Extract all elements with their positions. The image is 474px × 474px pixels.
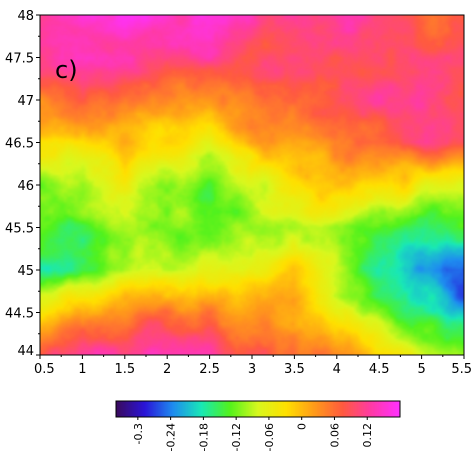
y-tick-label: 44: [17, 344, 34, 359]
plot-area: [40, 15, 464, 355]
y-tick-label: 47: [17, 94, 34, 109]
x-tick-label: 3: [248, 362, 256, 377]
colorbar-tick-label: -0.24: [165, 423, 178, 451]
x-tick-label: 5: [417, 362, 425, 377]
colorbar-tick-label: 0.06: [328, 423, 341, 448]
x-tick-label: 3.5: [284, 362, 305, 377]
y-tick-label: 45: [17, 264, 34, 279]
colorbar-frame: [115, 400, 401, 418]
y-tick-label: 48: [17, 9, 34, 24]
colorbar-tick-label: 0: [296, 423, 309, 430]
colorbar-tick-label: -0.18: [197, 423, 210, 451]
colorbar: -0.3 -0.24 -0.18 -0.12 -0.06 0 0.06 0.12: [115, 400, 401, 451]
x-axis: 0.5 1 1.5 2 2.5 3 3.5 4 4.5 5 5.5: [34, 355, 472, 377]
x-tick-label: 1.5: [114, 362, 135, 377]
y-tick-label: 44.5: [5, 307, 34, 322]
x-tick-label: 0.5: [34, 362, 55, 377]
x-tick-label: 4: [333, 362, 341, 377]
panel-label: c): [55, 56, 78, 84]
colorbar-gradient: [116, 401, 400, 417]
x-tick-label: 5.5: [451, 362, 472, 377]
y-axis: 44 44.5 45 45.5 46 46.5 47 47.5 48: [5, 9, 40, 359]
y-tick-label: 45.5: [5, 222, 34, 237]
x-tick-label: 4.5: [369, 362, 390, 377]
colorbar-tick-label: 0.12: [361, 423, 374, 448]
y-tick-label: 46.5: [5, 137, 34, 152]
colorbar-ticks: -0.3 -0.24 -0.18 -0.12 -0.06 0 0.06 0.12: [132, 417, 374, 451]
y-tick-label: 46: [17, 179, 34, 194]
colorbar-tick-label: -0.06: [263, 423, 276, 451]
x-tick-label: 2.5: [199, 362, 220, 377]
heatmap-image: [40, 15, 464, 355]
colorbar-tick-label: -0.12: [230, 423, 243, 451]
x-tick-label: 2: [163, 362, 171, 377]
y-tick-label: 47.5: [5, 52, 34, 67]
colorbar-tick-label: -0.3: [132, 423, 145, 444]
x-tick-label: 1: [78, 362, 86, 377]
